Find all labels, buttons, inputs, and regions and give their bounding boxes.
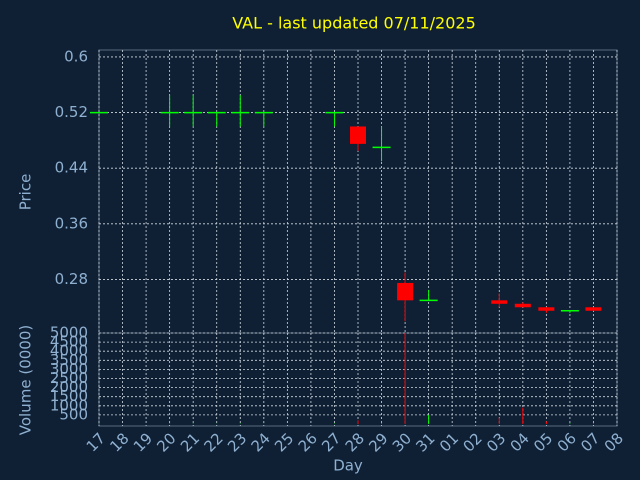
y-tick-label: 0.52: [55, 103, 88, 121]
volume-tick-label: 1000: [50, 396, 88, 414]
volume-tick-label: 4500: [50, 333, 88, 351]
candle-body: [585, 307, 602, 311]
y-tick-label: 0.6: [64, 47, 88, 65]
volume-tick-label: 500: [59, 405, 88, 423]
chart-title: VAL - last updated 07/11/2025: [232, 14, 476, 33]
volume-tick-label: 3000: [50, 360, 88, 378]
volume-tick-label: 2000: [50, 378, 88, 396]
y-tick-label: 0.36: [55, 214, 88, 232]
candle-body: [397, 282, 414, 301]
y-tick-label: 0.28: [55, 270, 88, 288]
volume-tick-label: 2500: [50, 369, 88, 387]
y-axis-label: Price: [17, 174, 35, 211]
volume-tick-label: 4000: [50, 342, 88, 360]
volume-tick-label: 5000: [50, 324, 88, 342]
y-tick-label: 0.44: [55, 159, 88, 177]
volume-tick-label: 1500: [50, 387, 88, 405]
volume-tick-label: 3500: [50, 351, 88, 369]
candle-body: [491, 300, 508, 304]
candle-body: [514, 303, 531, 308]
candle-body: [350, 126, 366, 144]
candle-body: [538, 307, 555, 311]
volume-axis-label: Volume (0000): [17, 325, 35, 435]
x-axis-label: Day: [333, 457, 363, 475]
